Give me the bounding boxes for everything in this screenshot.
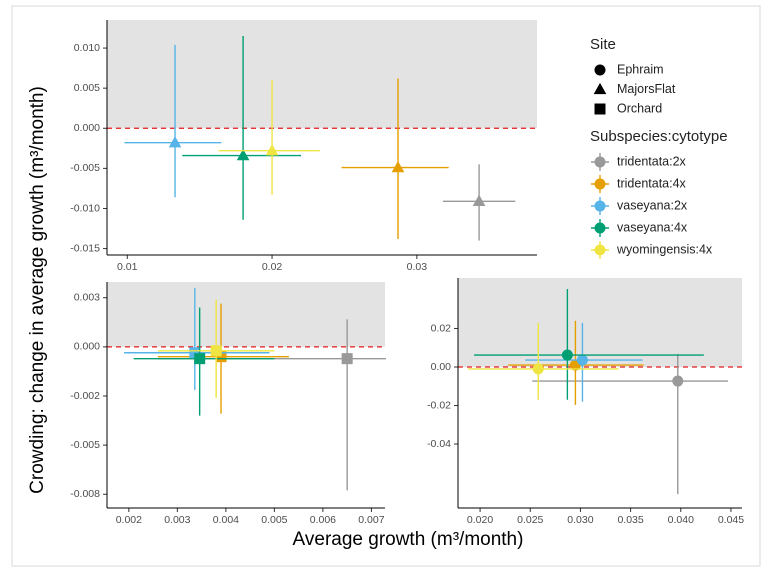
x-tick-label: 0.02 — [262, 261, 283, 273]
y-tick-label: 0.00 — [431, 361, 452, 373]
y-tick-label: 0.005 — [74, 82, 100, 94]
y-tick-label: -0.02 — [427, 399, 451, 411]
y-axis-label: Crowding: change in average growth (m³/m… — [27, 86, 48, 494]
point — [194, 353, 206, 365]
legend-marker — [594, 222, 606, 234]
x-tick-label: 0.007 — [358, 514, 384, 526]
point — [189, 347, 201, 359]
y-tick-label: -0.015 — [70, 242, 100, 254]
x-axis-label: Average growth (m³/month) — [293, 529, 524, 550]
x-tick-label: 0.004 — [213, 514, 239, 526]
y-tick-label: -0.010 — [70, 202, 100, 214]
point — [210, 345, 222, 357]
point — [561, 349, 573, 361]
legend-marker — [594, 103, 606, 115]
legend-marker — [594, 156, 606, 168]
legend-marker — [593, 82, 607, 95]
legend-marker — [594, 64, 606, 76]
legend-label: MajorsFlat — [617, 82, 676, 96]
x-tick-label: 0.03 — [407, 261, 428, 273]
x-tick-label: 0.006 — [310, 514, 336, 526]
x-tick-label: 0.002 — [116, 514, 142, 526]
y-tick-label: 0.003 — [74, 292, 100, 304]
x-tick-label: 0.01 — [117, 261, 138, 273]
point — [215, 351, 227, 363]
shaded-region — [458, 278, 742, 367]
x-tick-label: 0.030 — [567, 514, 593, 526]
point — [265, 144, 279, 156]
legend-label: Ephraim — [617, 62, 664, 76]
x-tick-label: 0.003 — [164, 514, 190, 526]
legend-label: tridentata:2x — [617, 154, 687, 168]
legend-marker — [594, 200, 606, 212]
point — [168, 136, 182, 148]
y-tick-label: 0.02 — [431, 322, 452, 334]
y-tick-label: 0.000 — [74, 122, 100, 134]
point — [391, 160, 405, 173]
shaded-region — [107, 282, 385, 347]
x-tick-label: 0.045 — [718, 514, 744, 526]
legend-title: Subspecies:cytotype — [590, 128, 728, 145]
legend-label: wyomingensis:4x — [616, 242, 713, 256]
y-tick-label: -0.008 — [70, 488, 100, 500]
shaded-region — [107, 20, 537, 129]
point — [472, 194, 486, 206]
point — [576, 354, 588, 366]
x-tick-label: 0.040 — [668, 514, 694, 526]
legend-title: Site — [590, 36, 616, 53]
legend-label: tridentata:4x — [617, 176, 687, 190]
y-tick-label: -0.005 — [70, 439, 100, 451]
point — [341, 353, 353, 365]
point — [236, 148, 250, 161]
legend-marker — [594, 178, 606, 190]
y-tick-label: -0.005 — [70, 162, 100, 174]
legend-label: vaseyana:2x — [617, 198, 688, 212]
legend-label: vaseyana:4x — [617, 220, 688, 234]
legend-marker — [594, 244, 606, 256]
x-tick-label: 0.020 — [467, 514, 493, 526]
y-tick-label: 0.000 — [74, 341, 100, 353]
legend-label: Orchard — [617, 101, 662, 115]
point — [532, 363, 544, 375]
point — [672, 375, 684, 387]
x-tick-label: 0.025 — [517, 514, 543, 526]
x-tick-label: 0.035 — [617, 514, 643, 526]
y-tick-label: -0.04 — [427, 438, 451, 450]
y-tick-label: 0.010 — [74, 42, 100, 54]
x-tick-label: 0.005 — [261, 514, 287, 526]
y-tick-label: -0.002 — [70, 390, 100, 402]
